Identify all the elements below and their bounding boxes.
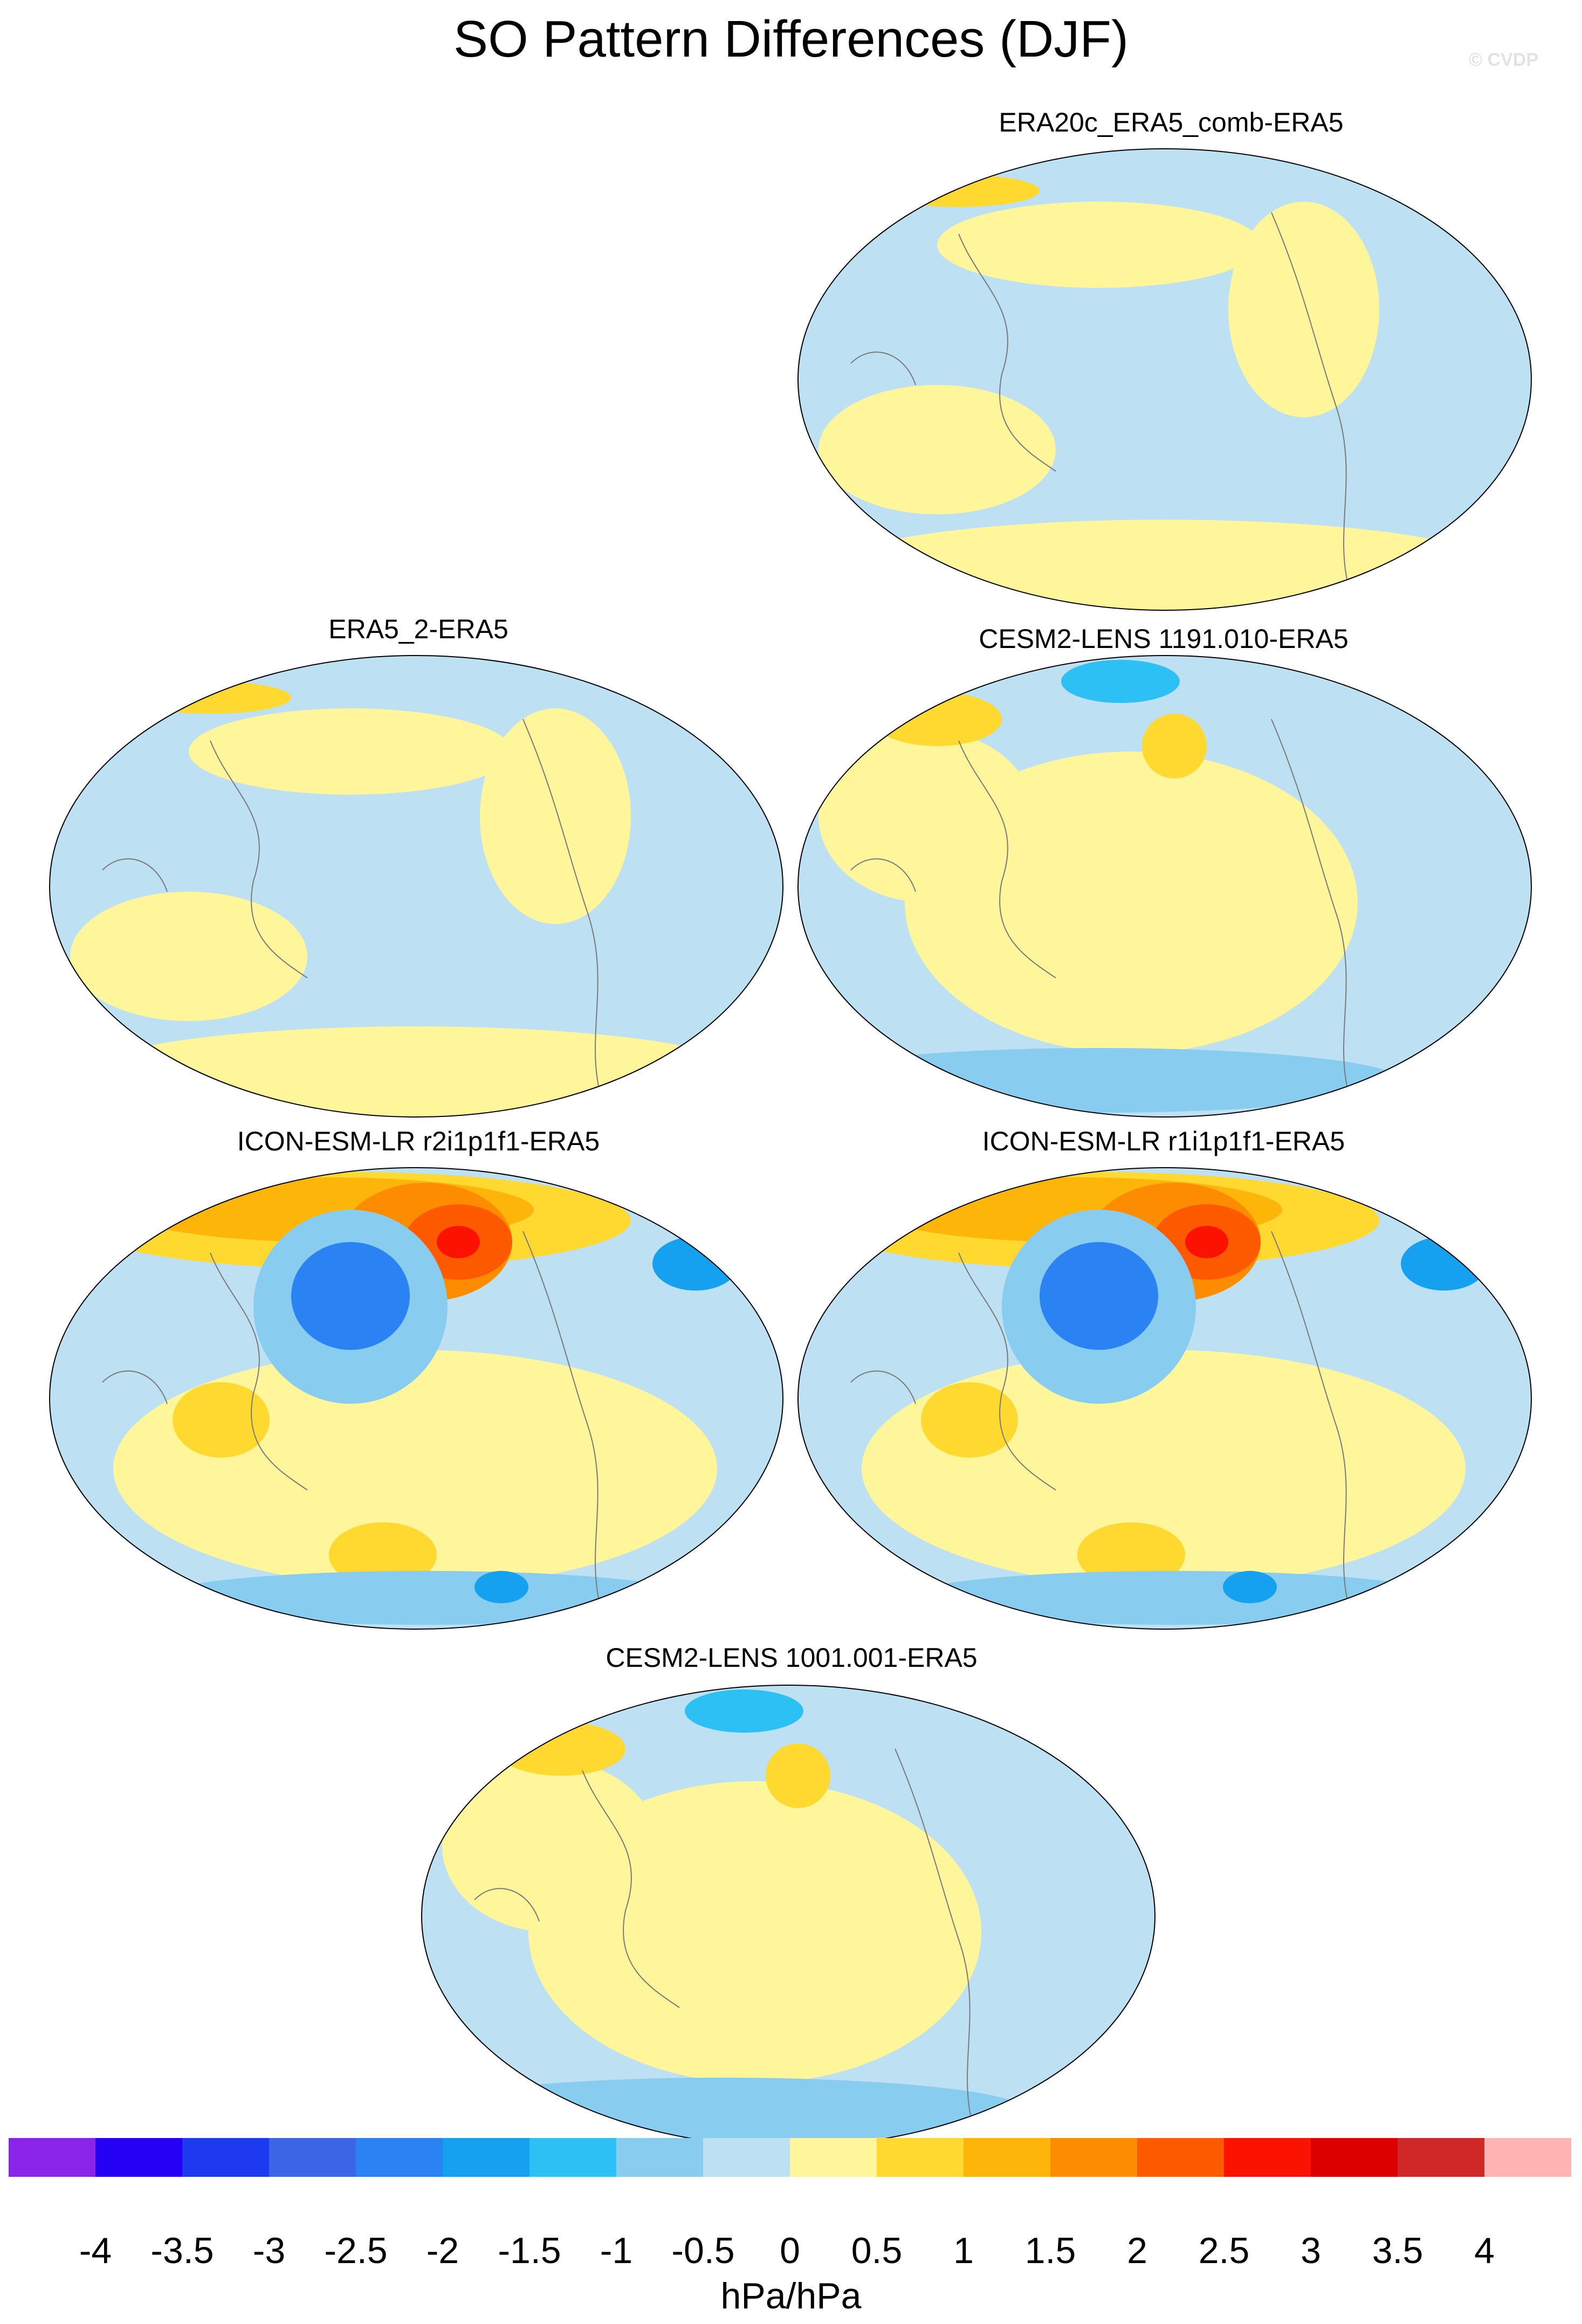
contour-region bbox=[129, 681, 291, 714]
colorbar-tick-label: 1 bbox=[953, 2230, 974, 2271]
colorbar-swatch bbox=[269, 2138, 356, 2177]
panel-title-5: ICON-ESM-LR r1i1p1f1-ERA5 bbox=[982, 1126, 1345, 1156]
page-title: SO Pattern Differences (DJF) bbox=[453, 10, 1129, 68]
contour-region bbox=[474, 1571, 528, 1603]
colorbar-swatch bbox=[1311, 2138, 1398, 2177]
colorbar-swatch bbox=[356, 2138, 443, 2177]
map-outline bbox=[797, 148, 1532, 611]
coastline bbox=[850, 1231, 1347, 1598]
coastline bbox=[850, 719, 1347, 1086]
contour-region bbox=[1040, 1242, 1158, 1350]
colorbar-swatch bbox=[703, 2138, 790, 2177]
colorbar-tick-label: -4 bbox=[79, 2230, 112, 2271]
contour-region bbox=[173, 1382, 270, 1458]
contour-region bbox=[878, 175, 1040, 207]
colorbar-swatch bbox=[9, 2138, 95, 2177]
contour-region bbox=[1142, 714, 1207, 778]
colorbar-swatch bbox=[95, 2138, 182, 2177]
contour-region bbox=[652, 1237, 739, 1291]
contour-region bbox=[189, 708, 512, 795]
colorbar-swatch bbox=[877, 2138, 964, 2177]
map-outline bbox=[49, 1167, 783, 1630]
credit-label: © CVDP bbox=[1469, 50, 1538, 70]
contour-region bbox=[1401, 1237, 1487, 1291]
contour-region bbox=[818, 385, 1056, 514]
contour-region bbox=[937, 202, 1261, 288]
colorbar-tick-label: 2.5 bbox=[1198, 2230, 1250, 2271]
map-panel-1 bbox=[797, 148, 1532, 611]
colorbar-swatch bbox=[790, 2138, 877, 2177]
map-outline bbox=[49, 655, 783, 1118]
colorbar-swatch bbox=[1398, 2138, 1484, 2177]
colorbar-swatch bbox=[1224, 2138, 1311, 2177]
map-outline bbox=[797, 1167, 1532, 1630]
colorbar-swatch bbox=[616, 2138, 703, 2177]
map-panel-6 bbox=[421, 1684, 1156, 2148]
map-panel-2 bbox=[49, 654, 784, 1118]
colorbar-swatch bbox=[443, 2138, 529, 2177]
contour-region bbox=[291, 1242, 410, 1350]
colorbar-units: hPa/hPa bbox=[720, 2275, 862, 2316]
contour-region bbox=[422, 2078, 1024, 2142]
contour-region bbox=[480, 708, 631, 924]
colorbar-swatch bbox=[964, 2138, 1050, 2177]
coastline bbox=[102, 1231, 599, 1598]
colorbar-swatch bbox=[1050, 2138, 1137, 2177]
coastline bbox=[850, 212, 1347, 580]
contour-region bbox=[766, 1743, 830, 1808]
map-panel-3 bbox=[797, 654, 1532, 1118]
map-panel-4 bbox=[49, 1167, 784, 1630]
colorbar-swatch bbox=[529, 2138, 616, 2177]
colorbar-tick-label: -2.5 bbox=[324, 2230, 388, 2271]
colorbar-tick-label: 3 bbox=[1301, 2230, 1321, 2271]
panel-title-3: CESM2-LENS 1191.010-ERA5 bbox=[979, 624, 1349, 654]
contour-region bbox=[1185, 1226, 1228, 1258]
contour-region bbox=[1061, 660, 1180, 703]
colorbar-tick-label: 0 bbox=[780, 2230, 800, 2271]
contour-region bbox=[496, 1722, 625, 1776]
colorbar-tick-label: -3.5 bbox=[150, 2230, 214, 2271]
colorbar-swatch bbox=[1137, 2138, 1224, 2177]
contour-region bbox=[156, 1571, 696, 1625]
contour-region bbox=[329, 1522, 437, 1587]
contour-region bbox=[437, 1226, 480, 1258]
contour-region bbox=[685, 1689, 803, 1733]
colorbar-tick-label: -1.5 bbox=[498, 2230, 561, 2271]
panel-title-4: ICON-ESM-LR r2i1p1f1-ERA5 bbox=[237, 1126, 600, 1156]
colorbar-tick-label: 3.5 bbox=[1372, 2230, 1423, 2271]
colorbar-tick-label: 0.5 bbox=[851, 2230, 903, 2271]
colorbar bbox=[9, 2138, 1571, 2177]
colorbar-tick-label: 4 bbox=[1474, 2230, 1495, 2271]
colorbar-tick-label: 1.5 bbox=[1024, 2230, 1076, 2271]
contour-region bbox=[70, 892, 307, 1021]
colorbar-tick-label: -3 bbox=[252, 2230, 286, 2271]
contour-region bbox=[1077, 1522, 1185, 1587]
panel-title-2: ERA5_2-ERA5 bbox=[328, 614, 508, 644]
contour-region bbox=[442, 1760, 658, 1932]
colorbar-tick-label: 2 bbox=[1127, 2230, 1147, 2271]
coastline bbox=[474, 1748, 971, 2116]
map-outline bbox=[797, 655, 1532, 1118]
colorbar-swatch bbox=[182, 2138, 269, 2177]
contour-region bbox=[1223, 1571, 1277, 1603]
panel-title-6: CESM2-LENS 1001.001-ERA5 bbox=[606, 1643, 978, 1673]
coastline bbox=[102, 719, 599, 1086]
contour-region bbox=[1228, 202, 1379, 417]
map-panel-5 bbox=[797, 1167, 1532, 1630]
colorbar-swatch bbox=[1484, 2138, 1571, 2177]
contour-region bbox=[872, 692, 1002, 746]
panel-title-1: ERA20c_ERA5_comb-ERA5 bbox=[999, 107, 1344, 137]
contour-region bbox=[905, 1571, 1444, 1625]
contour-region bbox=[921, 1382, 1018, 1458]
contour-region bbox=[818, 730, 1034, 902]
contour-region bbox=[798, 1048, 1401, 1113]
colorbar-tick-label: -0.5 bbox=[671, 2230, 735, 2271]
colorbar-tick-label: -1 bbox=[600, 2230, 633, 2271]
colorbar-tick-label: -2 bbox=[426, 2230, 459, 2271]
